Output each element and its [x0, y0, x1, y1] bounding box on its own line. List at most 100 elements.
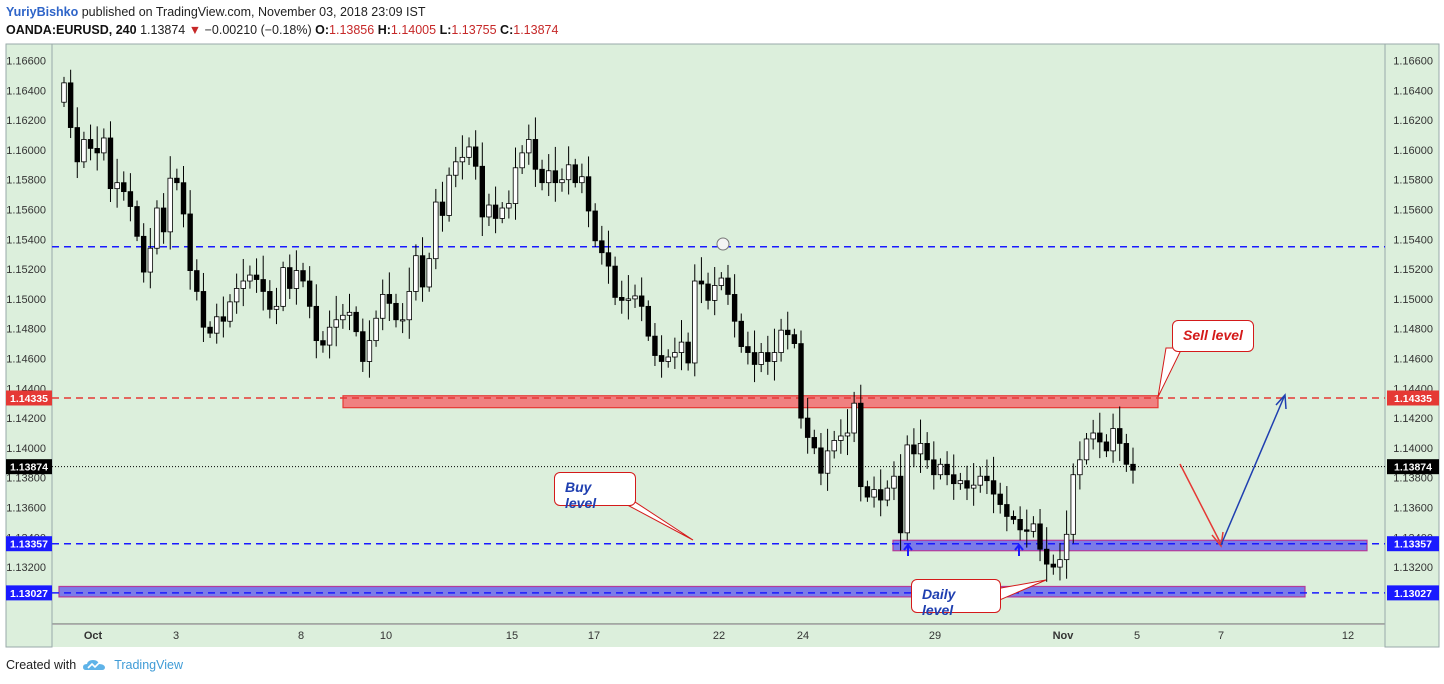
candle-body-30[interactable]	[260, 279, 266, 292]
candle-body-31[interactable]	[267, 291, 273, 310]
candle-body-19[interactable]	[187, 213, 193, 271]
candle-body-56[interactable]	[433, 201, 439, 260]
candle-body-14[interactable]	[154, 207, 160, 249]
candle-body-69[interactable]	[519, 152, 525, 169]
candle-body-63[interactable]	[479, 165, 486, 218]
candle-body-60[interactable]	[459, 156, 466, 163]
candle-body-48[interactable]	[380, 294, 386, 319]
candle-body-125[interactable]	[891, 475, 897, 489]
candle-body-130[interactable]	[924, 443, 930, 461]
candle-body-99[interactable]	[718, 277, 725, 286]
candle-body-58[interactable]	[446, 174, 452, 216]
candle-body-131[interactable]	[931, 459, 937, 476]
candle-body-102[interactable]	[738, 320, 744, 347]
candle-body-106[interactable]	[765, 352, 771, 362]
candle-body-11[interactable]	[134, 206, 140, 237]
candle-body-80[interactable]	[592, 210, 598, 242]
candle-body-111[interactable]	[798, 343, 804, 419]
candle-body-18[interactable]	[180, 182, 187, 215]
candle-body-90[interactable]	[658, 355, 665, 362]
candle-body-142[interactable]	[1004, 504, 1010, 517]
candle-body-55[interactable]	[426, 258, 432, 288]
candle-body-146[interactable]	[1030, 523, 1037, 532]
candle-body-145[interactable]	[1024, 529, 1030, 532]
candle-body-68[interactable]	[512, 167, 519, 204]
candle-body-37[interactable]	[306, 280, 313, 307]
candle-body-0[interactable]	[61, 82, 67, 103]
tradingview-link[interactable]: TradingView	[114, 658, 183, 672]
candle-body-35[interactable]	[293, 270, 300, 289]
candle-body-116[interactable]	[831, 440, 837, 452]
candle-body-4[interactable]	[87, 139, 94, 149]
candle-body-127[interactable]	[904, 444, 910, 534]
candle-body-122[interactable]	[871, 489, 877, 498]
candle-body-53[interactable]	[413, 255, 419, 292]
candle-body-41[interactable]	[333, 319, 339, 328]
candle-body-42[interactable]	[340, 314, 346, 321]
candle-body-5[interactable]	[94, 148, 100, 154]
candle-body-152[interactable]	[1070, 474, 1076, 535]
candle-body-144[interactable]	[1017, 519, 1023, 531]
candle-body-78[interactable]	[579, 176, 585, 184]
candle-body-1[interactable]	[67, 82, 74, 128]
candle-body-128[interactable]	[911, 444, 917, 455]
candle-body-159[interactable]	[1117, 428, 1123, 444]
candle-body-47[interactable]	[373, 317, 379, 342]
candle-body-66[interactable]	[499, 207, 505, 219]
candle-body-156[interactable]	[1097, 432, 1103, 443]
candle-body-84[interactable]	[619, 297, 625, 301]
candle-body-124[interactable]	[884, 487, 891, 501]
candle-body-44[interactable]	[353, 311, 359, 333]
candle-body-113[interactable]	[811, 437, 817, 449]
candle-body-141[interactable]	[997, 493, 1003, 505]
candle-body-45[interactable]	[360, 331, 366, 362]
candle-body-40[interactable]	[326, 326, 333, 346]
candle-body-38[interactable]	[313, 305, 320, 342]
candle-body-20[interactable]	[194, 270, 200, 292]
candle-body-101[interactable]	[731, 294, 738, 322]
candle-body-67[interactable]	[506, 203, 512, 209]
candle-body-51[interactable]	[399, 319, 406, 322]
candle-body-114[interactable]	[818, 447, 824, 474]
candle-body-147[interactable]	[1037, 523, 1043, 550]
daily-level-note[interactable]: Daily level	[911, 579, 1001, 618]
candle-body-139[interactable]	[984, 475, 990, 482]
candle-body-153[interactable]	[1077, 459, 1083, 476]
candle-body-74[interactable]	[552, 170, 559, 184]
candle-body-83[interactable]	[612, 265, 618, 298]
candle-body-138[interactable]	[977, 475, 983, 486]
candle-body-129[interactable]	[917, 443, 924, 455]
candle-body-71[interactable]	[532, 139, 539, 170]
plot-area[interactable]	[51, 43, 1386, 625]
candle-body-36[interactable]	[300, 270, 306, 282]
candle-body-119[interactable]	[851, 402, 857, 434]
sell-zone[interactable]	[342, 395, 1159, 409]
candle-body-105[interactable]	[758, 352, 764, 365]
candle-body-59[interactable]	[453, 161, 459, 176]
candle-body-161[interactable]	[1130, 463, 1136, 471]
candle-body-118[interactable]	[844, 432, 851, 437]
candle-body-34[interactable]	[287, 267, 293, 289]
candle-body-26[interactable]	[233, 288, 240, 303]
circle-marker[interactable]	[716, 237, 730, 251]
candle-body-73[interactable]	[546, 170, 552, 184]
candle-body-3[interactable]	[81, 139, 87, 163]
candle-body-86[interactable]	[632, 295, 638, 300]
candle-body-23[interactable]	[214, 316, 220, 334]
candle-body-115[interactable]	[824, 450, 831, 474]
candle-body-17[interactable]	[174, 177, 180, 184]
candle-body-79[interactable]	[585, 176, 592, 212]
candle-body-39[interactable]	[320, 340, 326, 346]
candle-body-155[interactable]	[1090, 432, 1096, 440]
candle-body-134[interactable]	[951, 474, 957, 485]
candle-body-72[interactable]	[539, 168, 545, 184]
candle-body-157[interactable]	[1103, 441, 1110, 452]
candle-body-88[interactable]	[645, 305, 651, 337]
candle-body-112[interactable]	[804, 417, 811, 438]
candle-body-65[interactable]	[492, 204, 499, 219]
candle-body-16[interactable]	[167, 177, 173, 233]
candle-body-135[interactable]	[957, 480, 964, 485]
candle-body-25[interactable]	[227, 301, 233, 322]
candle-body-10[interactable]	[127, 191, 134, 207]
